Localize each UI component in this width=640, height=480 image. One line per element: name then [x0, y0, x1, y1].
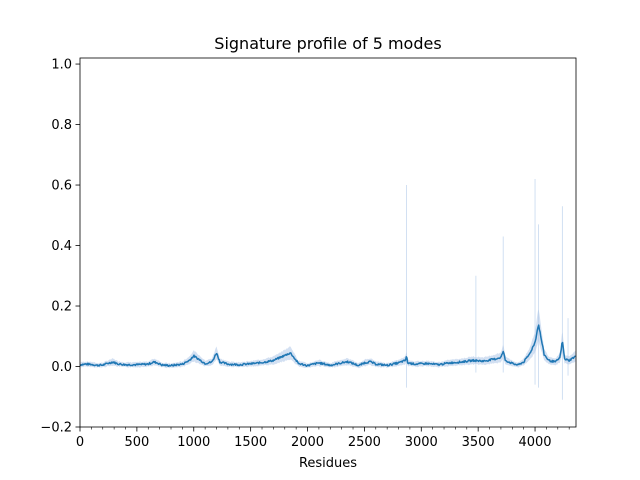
x-tick-label: 2000: [291, 435, 324, 450]
profile-line: [79, 324, 576, 368]
y-tick-label: 1.0: [51, 58, 72, 73]
y-tick-label: −0.2: [40, 421, 72, 436]
x-axis-label: Residues: [299, 456, 357, 471]
x-tick-label: 500: [124, 435, 149, 450]
fluctuation-band: [80, 309, 576, 369]
x-tick-label: 0: [76, 435, 84, 450]
axes: 0 500 1000 1500 2000 2500 3000 3500 4000 −0.2 0.0 0…: [40, 57, 577, 450]
y-tick-label: 0.2: [51, 300, 72, 315]
axes-frame: [79, 57, 577, 428]
x-tick-label: 2500: [348, 435, 381, 450]
y-tick-label: 0.0: [51, 360, 72, 375]
x-tick-label: 1000: [177, 435, 210, 450]
x-tick-label: 4000: [518, 435, 551, 450]
x-tick-label: 1500: [234, 435, 267, 450]
x-tick-label: 3500: [462, 435, 495, 450]
plot-area: [79, 178, 576, 400]
y-tick-label: 0.4: [51, 239, 72, 254]
y-tick-label: 0.6: [51, 179, 72, 194]
y-tick-label: 0.8: [51, 118, 72, 133]
x-tick-label: 3000: [405, 435, 438, 450]
chart-title: Signature profile of 5 modes: [214, 34, 441, 53]
